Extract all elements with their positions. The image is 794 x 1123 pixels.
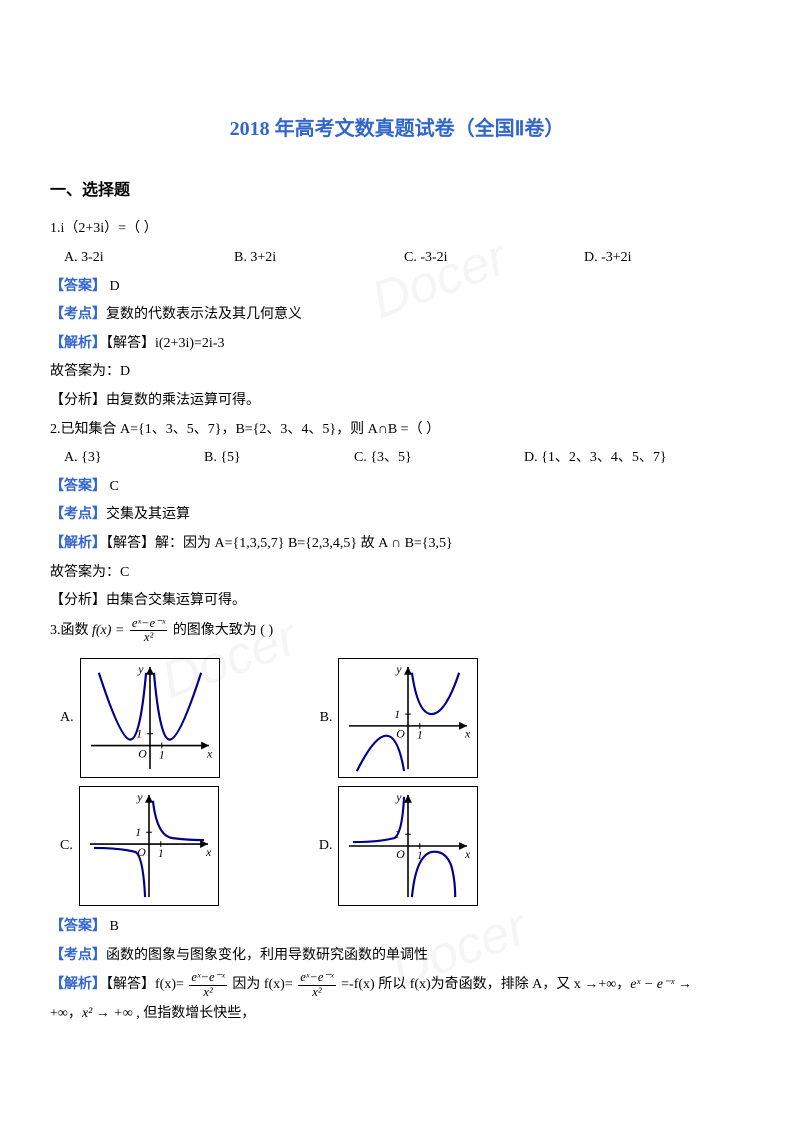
svg-text:1: 1 — [135, 825, 141, 839]
q3-label-A: A. — [60, 705, 74, 732]
q1-stem: 1.i（2+3i）=（ ） — [50, 216, 744, 243]
q2-optC: C. {3、5} — [354, 445, 524, 472]
svg-text:1: 1 — [395, 707, 401, 721]
point-label: 【考点】 — [50, 948, 106, 963]
q1-options: A. 3-2i B. 3+2i C. -3-2i D. -3+2i — [64, 245, 744, 272]
svg-text:x: x — [205, 845, 212, 859]
svg-text:x: x — [465, 727, 472, 741]
q3-point: 【考点】函数的图象与图象变化，利用导数研究函数的单调性 — [50, 943, 744, 970]
q3-label-C: C. — [60, 833, 73, 860]
q2-anal3: 【分析】由集合交集运算可得。 — [50, 588, 744, 615]
chart-C: xy O 1 1 — [79, 786, 219, 906]
answer-value: C — [106, 479, 119, 494]
answer-label: 【答案】 — [50, 279, 106, 294]
q3-label-D: D. — [319, 833, 333, 860]
svg-text:y: y — [396, 662, 403, 676]
q3-stem: 3.函数 f(x) = eˣ−e⁻ˣx² 的图像大致为 ( ) — [50, 617, 744, 645]
q2-point: 【考点】交集及其运算 — [50, 502, 744, 529]
section-header: 一、选择题 — [50, 176, 744, 206]
svg-text:x: x — [206, 747, 213, 761]
svg-text:y: y — [137, 662, 144, 676]
q2-anal2: 故答案为：C — [50, 560, 744, 587]
svg-text:1: 1 — [417, 728, 423, 742]
q3-label-B: B. — [320, 705, 333, 732]
point-value: 函数的图象与图象变化，利用导数研究函数的单调性 — [106, 948, 428, 963]
q1-optD: D. -3+2i — [584, 245, 632, 272]
q1-anal3: 【分析】由复数的乘法运算可得。 — [50, 388, 744, 415]
svg-text:y: y — [396, 790, 403, 804]
q1-optC: C. -3-2i — [404, 245, 584, 272]
chart-A: xy O 1 1 — [80, 658, 220, 778]
q1-anal1: 【解析】【解答】i(2+3i)=2i-3 — [50, 331, 744, 358]
q2-anal1: 【解析】【解答】解：因为 A={1,3,5,7} B={2,3,4,5} 故 A… — [50, 531, 744, 558]
answer-value: B — [106, 919, 119, 934]
q2-answer: 【答案】 C — [50, 474, 744, 501]
q2-stem: 2.已知集合 A={1、3、5、7}，B={2、3、4、5}，则 A∩B =（ … — [50, 417, 744, 444]
chart-B: x y O 1 1 — [338, 658, 478, 778]
answer-value: D — [106, 279, 120, 294]
q1-point: 【考点】复数的代数表示法及其几何意义 — [50, 302, 744, 329]
page-title: 2018 年高考文数真题试卷（全国Ⅱ卷） — [50, 110, 744, 148]
q3-answer: 【答案】 B — [50, 914, 744, 941]
svg-text:x: x — [465, 847, 472, 861]
anal-label: 【解析】 — [50, 536, 106, 551]
anal-text: 【解答】解：因为 A={1,3,5,7} B={2,3,4,5} 故 A ∩ B… — [106, 536, 453, 551]
q2-options: A. {3} B. {5} C. {3、5} D. {1、2、3、4、5、7} — [64, 445, 744, 472]
q3-anal2: +∞，x² → +∞ , 但指数增长快些， — [50, 1001, 744, 1028]
point-label: 【考点】 — [50, 507, 106, 522]
q1-answer: 【答案】 D — [50, 274, 744, 301]
q1-anal2: 故答案为：D — [50, 359, 744, 386]
answer-label: 【答案】 — [50, 919, 106, 934]
svg-text:O: O — [397, 727, 406, 741]
anal-label: 【解析】 — [50, 977, 106, 992]
point-value: 复数的代数表示法及其几何意义 — [106, 307, 302, 322]
chart-D: xy O 1 1 — [338, 786, 478, 906]
point-label: 【考点】 — [50, 307, 106, 322]
q2-optA: A. {3} — [64, 445, 204, 472]
svg-text:y: y — [136, 790, 143, 804]
q3-anal1: 【解析】【解答】f(x)= eˣ−e⁻ˣx² 因为 f(x)= eˣ−e⁻ˣx²… — [50, 971, 744, 999]
q1-optB: B. 3+2i — [234, 245, 404, 272]
svg-text:1: 1 — [158, 748, 164, 762]
point-value: 交集及其运算 — [106, 507, 190, 522]
svg-text:1: 1 — [158, 846, 164, 860]
svg-text:O: O — [138, 747, 147, 761]
svg-text:O: O — [397, 847, 406, 861]
anal-text: 【解答】i(2+3i)=2i-3 — [106, 336, 224, 351]
answer-label: 【答案】 — [50, 479, 106, 494]
q2-optD: D. {1、2、3、4、5、7} — [524, 445, 667, 472]
q2-optB: B. {5} — [204, 445, 354, 472]
anal-label: 【解析】 — [50, 336, 106, 351]
q1-optA: A. 3-2i — [64, 245, 234, 272]
